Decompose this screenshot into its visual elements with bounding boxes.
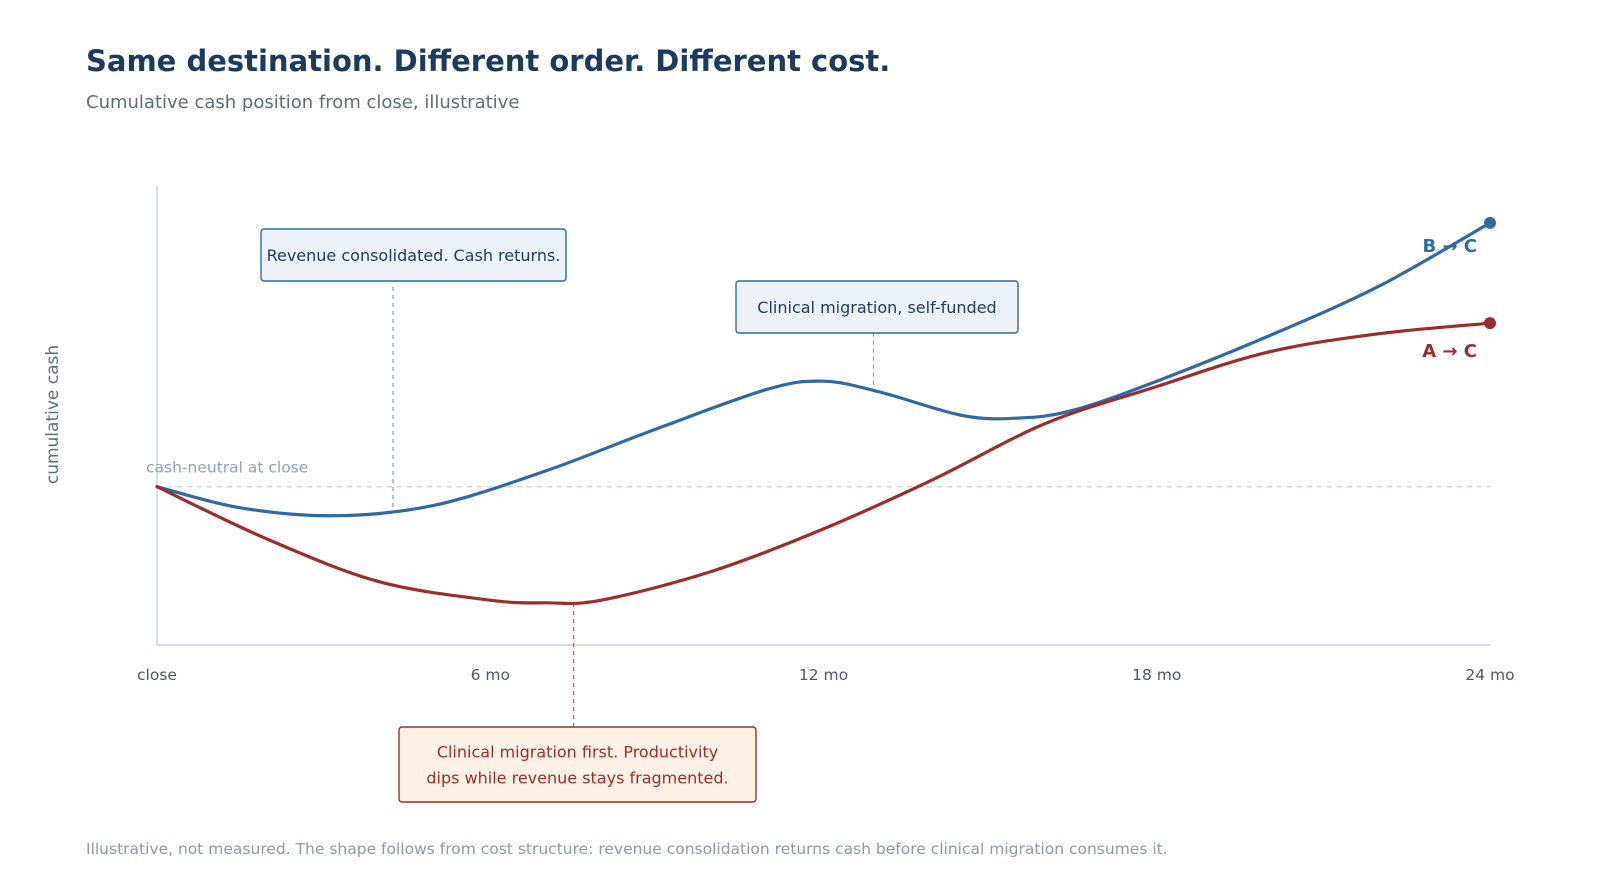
y-axis-label: cumulative cash	[43, 345, 63, 484]
x-tick-label: 6 mo	[471, 666, 510, 684]
annotation-box	[260, 228, 567, 282]
annotation-text: Clinical migration first. Productivity	[437, 743, 718, 762]
annotation-boxes: Revenue consolidated. Cash returns. Clini…	[260, 228, 1019, 803]
footnote: Illustrative, not measured. The shape fo…	[86, 840, 1168, 858]
annotation-callout: Revenue consolidated. Cash returns.	[260, 228, 567, 282]
x-tick-labels: close 6 mo 12 mo 18 mo 24 mo	[137, 666, 1515, 684]
series-end-point	[1484, 317, 1496, 330]
x-tick-label: 18 mo	[1132, 666, 1181, 684]
series-end-label: B → C	[1422, 236, 1477, 257]
series-lines: B → C A → C	[155, 216, 1496, 606]
axes: cumulative cash	[43, 186, 1490, 646]
reference-line-group: cash-neutral at close	[146, 459, 1490, 488]
series-line-a-to-c	[155, 321, 1492, 606]
x-tick-label: 24 mo	[1465, 666, 1514, 684]
annotation-text: dips while revenue stays fragmented.	[426, 769, 728, 788]
annotation-text: Clinical migration, self-funded	[757, 298, 996, 317]
chart-title: Same destination. Different order. Diffe…	[86, 44, 891, 78]
annotation-callout: Clinical migration, self-funded	[735, 280, 1019, 334]
series-end-point	[1484, 216, 1496, 229]
annotation-box	[398, 726, 757, 803]
chart-subtitle: Cumulative cash position from close, ill…	[86, 92, 520, 113]
annotation-callout: Clinical migration first. Productivity di…	[398, 726, 757, 803]
x-tick-label: close	[137, 666, 177, 684]
x-tick-label: 12 mo	[799, 666, 848, 684]
annotation-leaders	[392, 287, 875, 727]
series-line-b-to-c	[155, 221, 1492, 518]
annotation-box	[735, 280, 1019, 334]
series-end-label: A → C	[1422, 341, 1477, 362]
annotation-text: Revenue consolidated. Cash returns.	[267, 246, 561, 265]
cash-neutral-label: cash-neutral at close	[146, 459, 308, 477]
